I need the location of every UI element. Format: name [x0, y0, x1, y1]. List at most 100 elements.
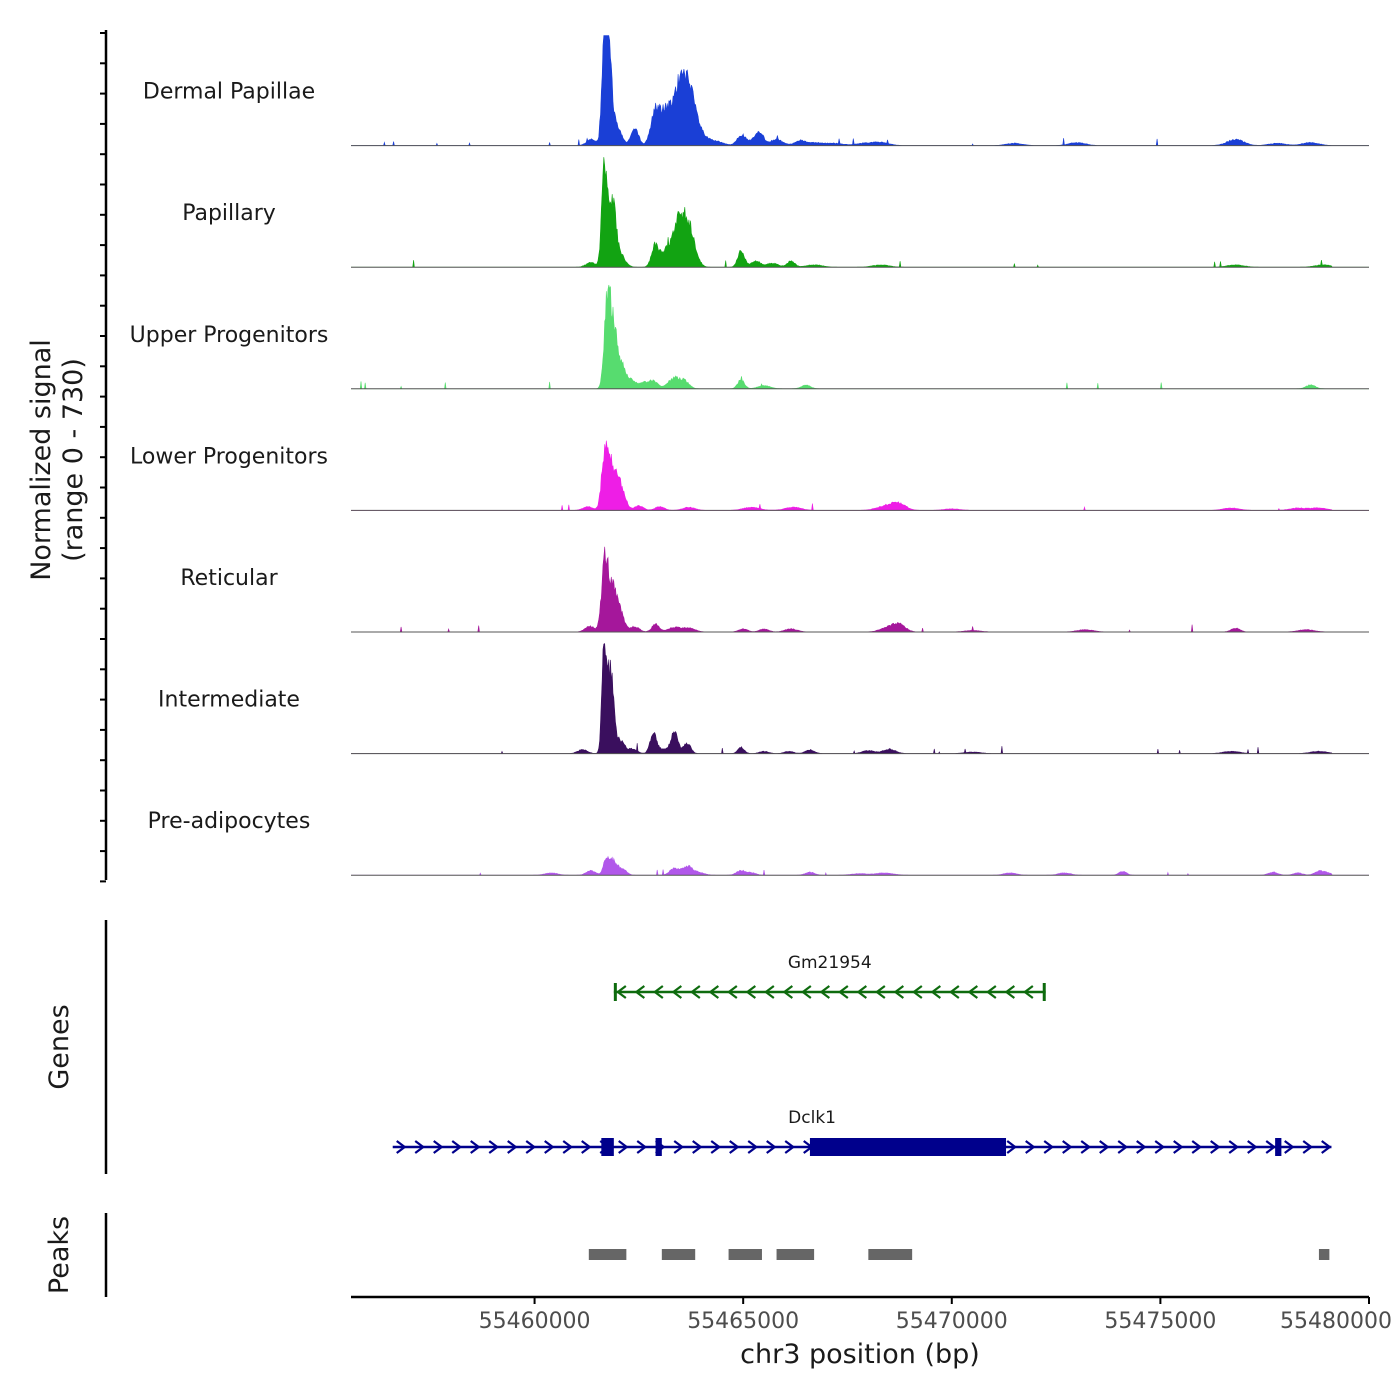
track-label: Pre-adipocytes	[148, 809, 311, 834]
x-axis-ticks: 55460000 55465000 55470000 55475000 55480000	[479, 1297, 1392, 1334]
strand-chevron	[784, 1140, 796, 1154]
strand-chevron	[673, 1140, 685, 1154]
strand-chevron	[451, 1140, 463, 1154]
track-label: Reticular	[180, 566, 278, 591]
signal-area	[351, 157, 1369, 268]
track-pre-adipocytes: Pre-adipocytes	[148, 809, 1369, 876]
signal-area	[351, 284, 1369, 390]
strand-chevron	[727, 985, 738, 999]
x-tick-label: 55470000	[896, 1309, 1008, 1334]
strand-chevron	[766, 1140, 777, 1154]
gene-dclk1: Dclk1	[392, 1108, 1332, 1156]
track-dermal-papillae: Dermal Papillae	[143, 35, 1369, 147]
peak-region	[776, 1249, 815, 1260]
gene-exon	[1275, 1138, 1282, 1156]
gene-exon	[613, 983, 617, 1001]
track-lower-progenitors: Lower Progenitors	[130, 440, 1369, 511]
gene-exon	[601, 1138, 614, 1156]
track-reticular: Reticular	[180, 546, 1369, 633]
x-tick-label: 55475000	[1104, 1309, 1216, 1334]
signal-area	[351, 643, 1369, 754]
strand-chevron	[1247, 1140, 1258, 1154]
signal-area	[351, 546, 1369, 633]
strand-chevron	[1210, 1140, 1221, 1154]
genes-axis-title: Genes	[44, 1004, 75, 1089]
strand-chevron	[634, 985, 646, 999]
strand-chevron	[1025, 1140, 1036, 1154]
strand-chevron	[1191, 1140, 1203, 1154]
strand-chevron	[1321, 1140, 1332, 1154]
gene-label: Gm21954	[788, 953, 872, 973]
strand-chevron	[488, 1140, 500, 1154]
signal-area	[351, 440, 1369, 511]
strand-chevron	[1099, 1140, 1110, 1154]
strand-chevron	[782, 985, 794, 999]
strand-chevron	[618, 1140, 629, 1154]
track-label: Upper Progenitors	[130, 323, 329, 348]
strand-chevron	[525, 1140, 537, 1154]
gene-gm21954: Gm21954	[613, 953, 1046, 1001]
track-label: Dermal Papillae	[143, 80, 315, 105]
gene-exon	[655, 1138, 662, 1156]
strand-chevron	[1228, 1140, 1240, 1154]
gene-annotations: Gm21954 Dclk1	[392, 953, 1332, 1156]
strand-chevron	[930, 985, 942, 999]
strand-chevron	[562, 1140, 574, 1154]
strand-chevron	[838, 985, 849, 999]
strand-chevron	[912, 985, 923, 999]
track-intermediate: Intermediate	[158, 643, 1369, 755]
strand-chevron	[856, 985, 868, 999]
peak-region	[728, 1249, 762, 1260]
peaks-axis-title: Peaks	[44, 1216, 75, 1294]
strand-chevron	[616, 985, 627, 999]
signal-y-axis-title: Normalized signal	[26, 339, 57, 581]
x-tick-label: 55465000	[687, 1309, 799, 1334]
strand-chevron	[1117, 1140, 1129, 1154]
peak-region	[588, 1249, 627, 1260]
strand-chevron	[507, 1140, 518, 1154]
peak-region	[1318, 1249, 1330, 1260]
strand-chevron	[801, 985, 812, 999]
strand-chevron	[1004, 985, 1015, 999]
strand-chevron	[819, 985, 831, 999]
strand-chevron	[1154, 1140, 1166, 1154]
strand-chevron	[433, 1140, 444, 1154]
signal-y-axis-subtitle: (range 0 - 730)	[58, 358, 89, 562]
strand-chevron	[1062, 1140, 1073, 1154]
strand-chevron	[414, 1140, 426, 1154]
strand-chevron	[1023, 985, 1034, 999]
signal-y-axis-ticks	[100, 32, 106, 883]
strand-chevron	[653, 985, 664, 999]
gene-exon	[809, 1138, 1007, 1156]
strand-chevron	[1284, 1140, 1295, 1154]
strand-chevron	[745, 985, 757, 999]
x-tick-label: 55480000	[1280, 1309, 1392, 1334]
strand-chevron	[967, 985, 979, 999]
strand-chevron	[875, 985, 886, 999]
signal-area	[351, 855, 1369, 876]
strand-chevron	[893, 985, 905, 999]
gene-exon	[1042, 983, 1046, 1001]
signal-tracks: Dermal Papillae Papillary Upper Progenitor…	[130, 35, 1369, 876]
strand-chevron	[581, 1140, 592, 1154]
peak-region	[868, 1249, 913, 1260]
strand-chevron	[1006, 1140, 1018, 1154]
track-label: Papillary	[182, 201, 276, 226]
track-label: Lower Progenitors	[130, 444, 328, 469]
strand-chevron	[671, 985, 683, 999]
track-papillary: Papillary	[182, 157, 1369, 268]
strand-chevron	[1043, 1140, 1055, 1154]
x-axis-title: chr3 position (bp)	[740, 1339, 980, 1370]
strand-chevron	[544, 1140, 555, 1154]
track-label: Intermediate	[158, 688, 300, 713]
strand-chevron	[710, 1140, 722, 1154]
strand-chevron	[729, 1140, 740, 1154]
signal-area	[351, 35, 1369, 146]
strand-chevron	[986, 985, 997, 999]
peak-region	[661, 1249, 696, 1260]
gene-label: Dclk1	[788, 1108, 836, 1128]
strand-chevron	[1302, 1140, 1314, 1154]
track-upper-progenitors: Upper Progenitors	[130, 284, 1369, 390]
peak-regions	[588, 1249, 1330, 1260]
